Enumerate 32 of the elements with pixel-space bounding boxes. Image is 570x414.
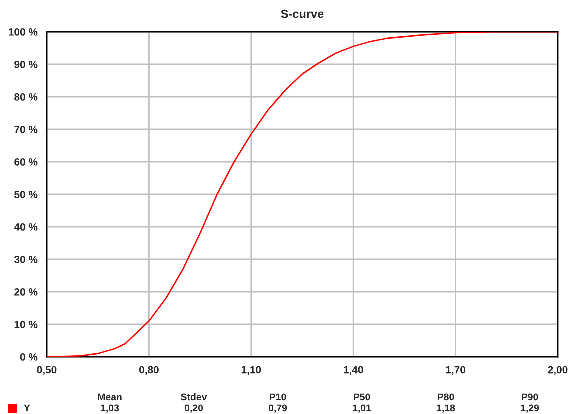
y-tick-label: 0 % [20,354,38,361]
x-tick-label: 0,80 [139,366,159,376]
y-tick-label: 40 % [14,224,38,231]
text: 0,20 [184,404,204,414]
text: Mean [98,394,122,401]
y-tick-label: 20 % [14,288,38,296]
y-tick-label: 80 % [14,94,38,101]
text: P80 [438,394,454,401]
chart-title: S-curve [281,10,324,18]
y-tick-label: 100 % [9,28,38,36]
text: 1,03 [101,404,120,414]
x-tick-label: 2,00 [548,366,568,376]
x-tick-label: 1,40 [344,366,364,376]
text: 1,29 [521,404,540,414]
x-tick-label: 0,50 [37,366,57,376]
y-tick-label: 30 % [14,256,38,264]
text: 1,18 [437,404,456,414]
x-tick-label: 1,10 [242,366,262,376]
y-tick-label: 90 % [14,61,38,68]
text: P10 [270,394,286,401]
text: 0,79 [268,404,288,414]
y-tick-label: 60 % [14,158,38,166]
y-tick-label: 50 % [14,191,38,198]
legend-label: Y [24,404,30,412]
text: P90 [522,394,538,401]
x-tick-label: 1,70 [446,366,466,376]
line-series [47,32,558,357]
y-tick-label: 70 % [14,126,38,134]
text: P50 [354,394,370,401]
text: Stdev [181,393,208,401]
text: 1,01 [353,404,372,414]
y-tick-label: 10 % [14,321,38,328]
